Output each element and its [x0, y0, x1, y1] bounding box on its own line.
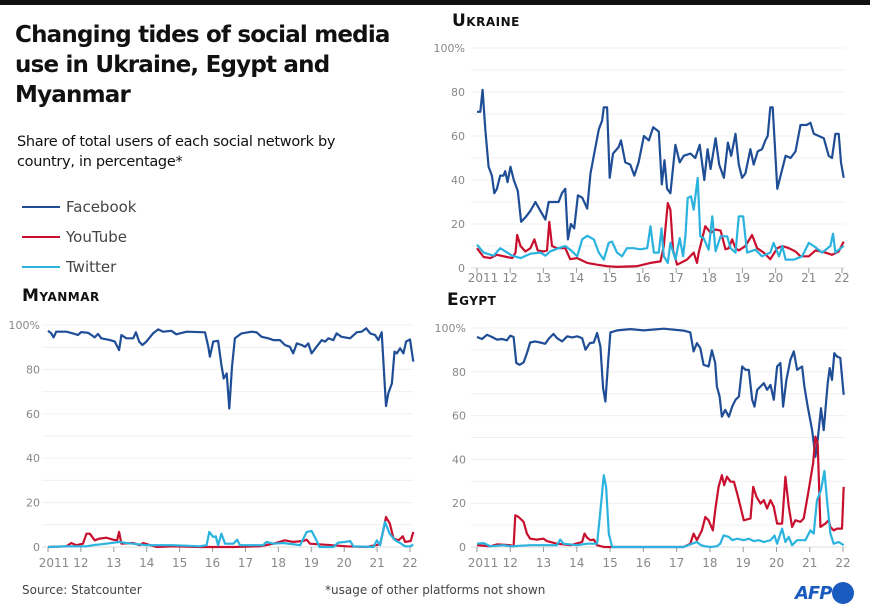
x-tick-label: 14	[569, 271, 584, 285]
afp-logo: AFP	[795, 582, 855, 604]
chart-title: Changing tides of social media use in Uk…	[15, 22, 390, 108]
x-tick-label: 17	[238, 556, 253, 570]
x-tick-label: 2011	[39, 556, 70, 570]
y-tick-label: 20	[451, 218, 465, 231]
x-tick-label: 15	[602, 556, 617, 570]
x-tick-label: 21	[369, 556, 384, 570]
legend-label: Twitter	[66, 258, 117, 276]
x-tick-label: 16	[635, 271, 650, 285]
y-tick-label: 80	[26, 363, 40, 376]
legend-label: YouTube	[66, 228, 127, 246]
x-tick-label: 16	[636, 556, 651, 570]
x-tick-label: 20	[768, 271, 783, 285]
x-tick-label: 21	[802, 556, 817, 570]
x-tick-label: 17	[669, 556, 684, 570]
x-tick-label: 19	[304, 556, 319, 570]
x-tick-label: 21	[801, 271, 816, 285]
x-tick-label: 22	[402, 556, 417, 570]
afp-logo-text: AFP	[795, 582, 832, 604]
y-tick-label: 0	[459, 541, 466, 554]
x-tick-label: 18	[702, 271, 717, 285]
egypt-title: Egypt	[447, 290, 497, 310]
youtube-line-swatch	[22, 235, 60, 239]
ukraine-facebook-line	[477, 88, 845, 241]
x-tick-label: 15	[172, 556, 187, 570]
y-tick-label: 40	[26, 452, 40, 465]
x-tick-label: 12	[503, 556, 518, 570]
x-tick-label: 19	[736, 556, 751, 570]
x-tick-label: 20	[337, 556, 352, 570]
y-tick-label: 0	[33, 541, 40, 554]
x-tick-label: 13	[536, 556, 551, 570]
x-tick-label: 15	[602, 271, 617, 285]
x-tick-label: 18	[702, 556, 717, 570]
y-tick-label: 40	[452, 453, 466, 466]
myanmar-facebook-line	[47, 327, 415, 410]
y-tick-label: 80	[451, 86, 465, 99]
x-tick-label: 14	[569, 556, 584, 570]
legend-label: Facebook	[66, 198, 137, 216]
twitter-line-swatch	[22, 265, 60, 269]
x-tick-label: 17	[668, 271, 683, 285]
facebook-line-swatch	[22, 205, 60, 209]
source-note: Source: Statcounter	[22, 583, 142, 597]
myanmar-youtube-line	[47, 515, 415, 549]
footnote: *usage of other platforms not shown	[325, 583, 546, 597]
y-tick-label: 80	[452, 366, 466, 379]
y-tick-label: 100%	[9, 319, 40, 332]
x-tick-label: 19	[735, 271, 750, 285]
y-tick-label: 60	[452, 410, 466, 423]
x-tick-label: 18	[271, 556, 286, 570]
x-tick-label: 20	[769, 556, 784, 570]
x-tick-label: 2011	[468, 556, 499, 570]
ukraine-title: Ukraine	[452, 11, 520, 31]
y-tick-label: 100%	[434, 42, 465, 55]
x-tick-label: 13	[536, 271, 551, 285]
legend-item-facebook: Facebook	[22, 192, 136, 222]
ukraine-twitter-line	[476, 176, 845, 264]
x-tick-label: 12	[73, 556, 88, 570]
x-tick-label: 2011	[468, 271, 499, 285]
x-tick-label: 13	[106, 556, 121, 570]
x-tick-label: 22	[834, 271, 849, 285]
top-rule	[0, 0, 870, 5]
legend-item-twitter: Twitter	[22, 252, 136, 282]
egypt-facebook-line	[476, 327, 845, 458]
x-tick-label: 14	[139, 556, 154, 570]
legend: Facebook YouTube Twitter	[22, 192, 136, 282]
x-tick-label: 16	[205, 556, 220, 570]
y-tick-label: 60	[451, 130, 465, 143]
legend-item-youtube: YouTube	[22, 222, 136, 252]
x-tick-label: 22	[835, 556, 850, 570]
y-tick-label: 60	[26, 408, 40, 421]
y-tick-label: 100%	[435, 322, 466, 335]
y-tick-label: 0	[458, 262, 465, 275]
y-tick-label: 20	[452, 497, 466, 510]
y-tick-label: 20	[26, 497, 40, 510]
myanmar-title: Myanmar	[22, 286, 100, 306]
chart-subtitle: Share of total users of each social netw…	[17, 134, 336, 170]
egypt-twitter-line	[476, 469, 845, 549]
egypt-youtube-line	[476, 435, 845, 549]
afp-logo-dot	[832, 582, 855, 604]
myanmar-twitter-line	[47, 520, 414, 549]
x-tick-label: 12	[503, 271, 518, 285]
y-tick-label: 40	[451, 174, 465, 187]
